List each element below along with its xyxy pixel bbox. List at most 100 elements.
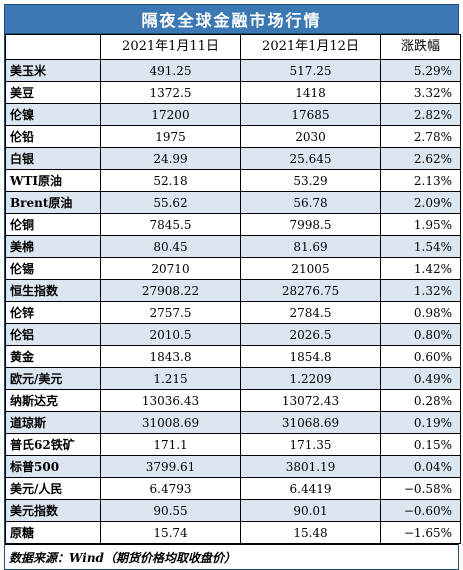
row-change-cell: 1.54% [380,235,461,258]
row-value-date-2: 171.35 [240,433,381,456]
table-row: 美棉 80.45 81.69 1.54% [5,235,461,258]
table-row: 恒生指数 27908.22 28276.75 1.32% [5,279,461,302]
row-name-cell: 标普500 [5,455,101,478]
table-row: 美元/人民 6.4793 6.4419 −0.58% [5,477,461,500]
table-row: 伦铝 2010.5 2026.5 0.80% [5,323,461,346]
header-row: 2021年1月11日 2021年1月12日 涨跌幅 [5,34,461,60]
row-value-date-2: 6.4419 [240,477,381,500]
row-change-cell: 2.13% [380,169,461,192]
table-row: 伦锌 2757.5 2784.5 0.98% [5,301,461,324]
row-value-date-2: 31068.69 [240,411,381,434]
row-value-date-1: 24.99 [100,147,241,170]
row-value-date-1: 15.74 [100,521,241,544]
row-change-cell: 1.95% [380,213,461,236]
row-change-cell: 0.49% [380,367,461,390]
row-name-cell: 黄金 [5,345,101,368]
row-name-cell: 普氏62铁矿 [5,433,101,456]
table-row: 白银 24.99 25.645 2.62% [5,147,461,170]
table-row: 原糖 15.74 15.48 −1.65% [5,521,461,544]
row-change-cell: 2.78% [380,125,461,148]
row-value-date-1: 52.18 [100,169,241,192]
table-row: 伦锡 20710 21005 1.42% [5,257,461,280]
row-change-cell: 1.32% [380,279,461,302]
row-value-date-2: 1418 [240,81,381,104]
row-value-date-1: 1372.5 [100,81,241,104]
row-value-date-2: 1854.8 [240,345,381,368]
market-table: 2021年1月11日 2021年1月12日 涨跌幅 美玉米 491.25 517.2… [5,34,461,544]
row-name-cell: 伦锌 [5,301,101,324]
header-date-1: 2021年1月11日 [100,34,241,60]
row-name-cell: 伦镍 [5,103,101,126]
row-value-date-1: 1975 [100,125,241,148]
row-change-cell: 0.60% [380,345,461,368]
table-row: Brent原油 55.62 56.78 2.09% [5,191,461,214]
row-change-cell: −0.60% [380,499,461,522]
row-value-date-1: 20710 [100,257,241,280]
row-value-date-2: 17685 [240,103,381,126]
row-value-date-2: 2026.5 [240,323,381,346]
row-name-cell: 美元/人民 [5,477,101,500]
table-body: 美玉米 491.25 517.25 5.29% 美豆 1372.5 1418 3.32% 伦镍 1… [5,59,461,544]
row-change-cell: 3.32% [380,81,461,104]
row-name-cell: 美元指数 [5,499,101,522]
row-value-date-2: 517.25 [240,59,381,82]
row-change-cell: 0.19% [380,411,461,434]
table-row: 标普500 3799.61 3801.19 0.04% [5,455,461,478]
row-value-date-2: 81.69 [240,235,381,258]
row-change-cell: 2.09% [380,191,461,214]
row-value-date-2: 28276.75 [240,279,381,302]
row-name-cell: 白银 [5,147,101,170]
row-value-date-2: 13072.43 [240,389,381,412]
row-name-cell: 伦铅 [5,125,101,148]
row-value-date-2: 2030 [240,125,381,148]
row-value-date-2: 1.2209 [240,367,381,390]
row-value-date-1: 491.25 [100,59,241,82]
row-change-cell: −1.65% [380,521,461,544]
table-row: 美玉米 491.25 517.25 5.29% [5,59,461,82]
row-change-cell: 2.82% [380,103,461,126]
row-name-cell: Brent原油 [5,191,101,214]
table-row: 伦镍 17200 17685 2.82% [5,103,461,126]
row-name-cell: 欧元/美元 [5,367,101,390]
row-name-cell: 伦锡 [5,257,101,280]
header-name [5,34,101,60]
row-change-cell: 0.04% [380,455,461,478]
table-row: 黄金 1843.8 1854.8 0.60% [5,345,461,368]
table-row: 普氏62铁矿 171.1 171.35 0.15% [5,433,461,456]
row-change-cell: −0.58% [380,477,461,500]
row-value-date-1: 90.55 [100,499,241,522]
row-change-cell: 0.28% [380,389,461,412]
row-value-date-1: 1843.8 [100,345,241,368]
table-title: 隔夜全球金融市场行情 [5,5,458,34]
table-row: 伦铅 1975 2030 2.78% [5,125,461,148]
table-row: 纳斯达克 13036.43 13072.43 0.28% [5,389,461,412]
row-value-date-2: 53.29 [240,169,381,192]
row-name-cell: 道琼斯 [5,411,101,434]
row-change-cell: 0.98% [380,301,461,324]
table-row: 伦铜 7845.5 7998.5 1.95% [5,213,461,236]
header-date-2: 2021年1月12日 [240,34,381,60]
table-row: 道琼斯 31008.69 31068.69 0.19% [5,411,461,434]
row-value-date-2: 21005 [240,257,381,280]
row-value-date-2: 56.78 [240,191,381,214]
row-value-date-1: 3799.61 [100,455,241,478]
row-name-cell: 美玉米 [5,59,101,82]
row-value-date-2: 90.01 [240,499,381,522]
row-value-date-1: 31008.69 [100,411,241,434]
row-name-cell: WTI原油 [5,169,101,192]
header-change: 涨跌幅 [380,34,461,60]
row-change-cell: 5.29% [380,59,461,82]
table-row: WTI原油 52.18 53.29 2.13% [5,169,461,192]
table-row: 欧元/美元 1.215 1.2209 0.49% [5,367,461,390]
row-value-date-1: 55.62 [100,191,241,214]
row-value-date-1: 80.45 [100,235,241,258]
row-value-date-1: 6.4793 [100,477,241,500]
row-value-date-2: 15.48 [240,521,381,544]
row-name-cell: 原糖 [5,521,101,544]
row-name-cell: 纳斯达克 [5,389,101,412]
row-value-date-1: 1.215 [100,367,241,390]
row-name-cell: 美棉 [5,235,101,258]
row-value-date-2: 25.645 [240,147,381,170]
row-name-cell: 伦铜 [5,213,101,236]
row-name-cell: 美豆 [5,81,101,104]
